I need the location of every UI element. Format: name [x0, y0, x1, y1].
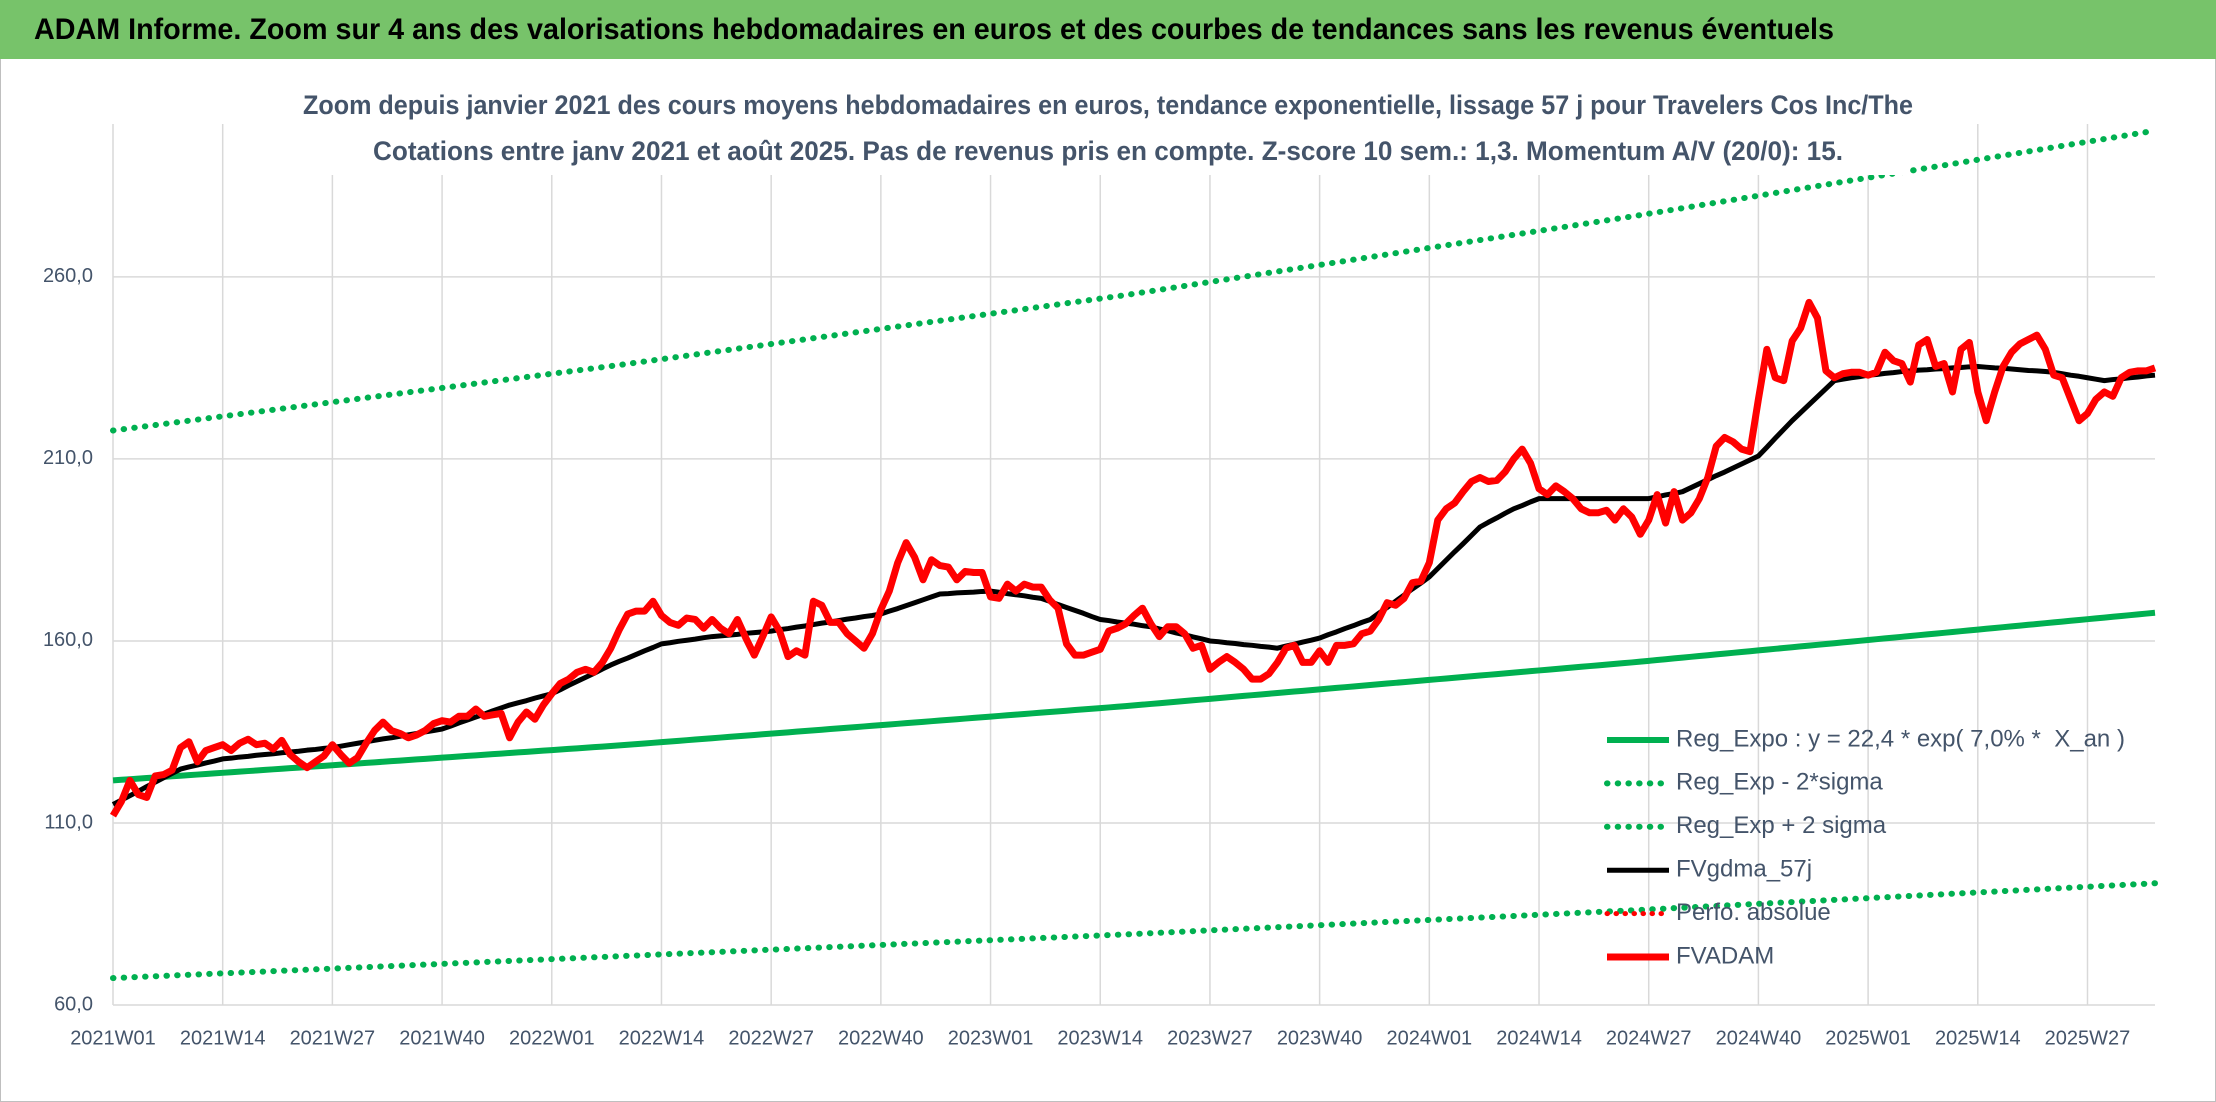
x-tick-label: 2022W27	[728, 1027, 814, 1049]
x-tick-label: 2024W40	[1716, 1027, 1802, 1049]
banner-title: ADAM Informe. Zoom sur 4 ans des valoris…	[34, 13, 1834, 46]
x-tick-label: 2022W14	[619, 1027, 705, 1049]
x-tick-label: 2023W27	[1167, 1027, 1253, 1049]
legend-label: Reg_Expo : y = 22,4 * exp( 7,0% * X_an )	[1676, 725, 2125, 752]
y-tick-label: 260,0	[43, 265, 93, 287]
series-line	[110, 880, 2158, 982]
legend-label: Reg_Exp + 2 sigma	[1676, 812, 1887, 839]
series-line	[111, 363, 2156, 807]
y-tick-label: 60,0	[54, 993, 93, 1015]
chart-title: Zoom depuis janvier 2021 des cours moyen…	[303, 90, 1913, 120]
x-tick-label: 2025W27	[2045, 1027, 2131, 1049]
x-tick-label: 2023W01	[948, 1027, 1034, 1049]
title-box	[297, 85, 1908, 175]
x-tick-label: 2024W14	[1496, 1027, 1582, 1049]
x-tick-label: 2022W01	[509, 1027, 595, 1049]
x-tick-label: 2023W40	[1277, 1027, 1363, 1049]
x-tick-label: 2021W01	[70, 1027, 156, 1049]
chart-subtitle: Cotations entre janv 2021 et août 2025. …	[373, 136, 1843, 166]
legend-label: Reg_Exp - 2*sigma	[1676, 769, 1883, 796]
plot-area: 2021W01 2021W14 2021W27 2021W40 2022W01 2022W…	[43, 124, 2158, 1049]
x-tick-label: 2022W40	[838, 1027, 924, 1049]
legend-label: FVgdma_57j	[1676, 856, 1812, 883]
series-line	[109, 298, 2157, 818]
x-tick-label: 2021W40	[399, 1027, 485, 1049]
legend: Reg_Expo : y = 22,4 * exp( 7,0% * X_an )…	[1604, 725, 2125, 969]
x-tick-label: 2021W14	[180, 1027, 266, 1049]
series-line	[112, 609, 2156, 784]
series-line	[110, 127, 2158, 434]
banner	[0, 0, 2216, 59]
x-tick-label: 2024W27	[1606, 1027, 1692, 1049]
y-tick-label: 160,0	[43, 629, 93, 651]
legend-label: FVADAM	[1676, 942, 1774, 969]
x-tick-label: 2023W14	[1057, 1027, 1143, 1049]
x-tick-label: 2024W01	[1387, 1027, 1473, 1049]
y-tick-label: 210,0	[43, 447, 93, 469]
x-tick-label: 2021W27	[290, 1027, 376, 1049]
y-tick-label: 110,0	[44, 811, 93, 833]
x-tick-label: 2025W14	[1935, 1027, 2021, 1049]
legend-label: Perfo. absolue	[1676, 899, 1831, 926]
x-tick-label: 2025W01	[1825, 1027, 1911, 1049]
